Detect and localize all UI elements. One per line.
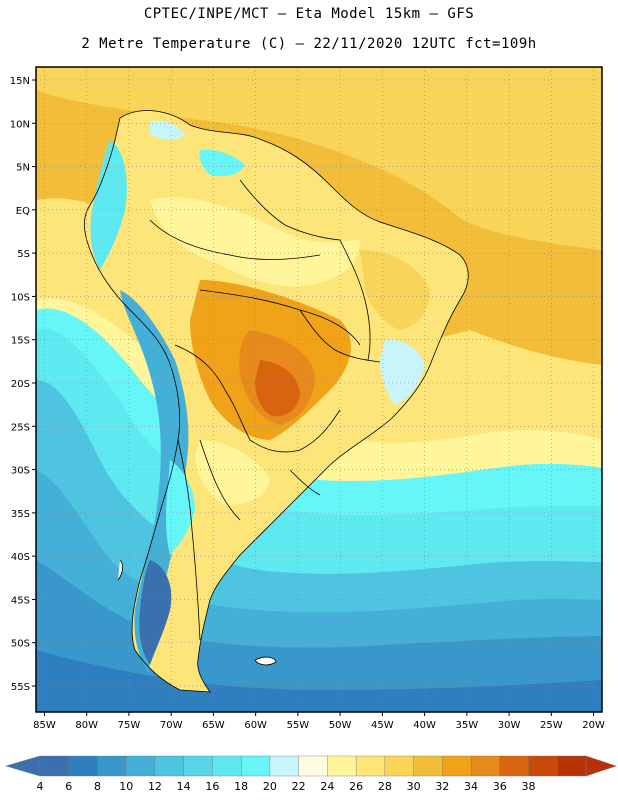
- legend-label: 4: [37, 780, 44, 793]
- legend-swatch: [384, 755, 415, 777]
- legend-arrow-low: [4, 755, 41, 777]
- legend-label: 10: [119, 780, 133, 793]
- legend-swatch: [183, 755, 213, 777]
- latitude-labels: 15N 10N 5N EQ 5S 10S 15S 20S 25S 30S 35S 40S 45S 50S 5…: [10, 76, 36, 693]
- lon-tick-label: 60W: [244, 720, 267, 731]
- legend-label: 38: [522, 780, 536, 793]
- legend-swatch: [557, 755, 587, 777]
- lat-tick-label: 45S: [11, 595, 30, 606]
- lon-tick-label: 30W: [498, 720, 521, 731]
- lat-tick-label: 15N: [10, 76, 30, 87]
- legend-swatch: [470, 755, 501, 777]
- legend-label: 34: [464, 780, 478, 793]
- lon-tick-label: 50W: [329, 720, 352, 731]
- chart-title-line-1: CPTEC/INPE/MCT – Eta Model 15km – GFS: [143, 6, 475, 22]
- longitude-labels: 85W 80W 75W 70W 65W 60W 55W 50W 45W 40W 35W 30W 25W 2…: [33, 712, 605, 731]
- legend-label: 32: [435, 780, 449, 793]
- legend-swatch: [68, 755, 98, 777]
- legend-swatch: [212, 755, 242, 777]
- lat-tick-label: 15S: [11, 336, 30, 347]
- lon-tick-label: 25W: [540, 720, 563, 731]
- lat-tick-label: 10N: [10, 119, 30, 130]
- legend-swatch: [442, 755, 472, 777]
- legend-swatch: [499, 755, 530, 777]
- legend-label: 28: [378, 780, 392, 793]
- islands: [117, 559, 277, 666]
- lon-tick-label: 85W: [33, 720, 56, 731]
- lat-tick-label: 35S: [11, 509, 30, 520]
- lat-tick-label: 40S: [11, 552, 30, 563]
- lat-tick-label: 20S: [11, 379, 30, 390]
- legend-swatch: [240, 755, 271, 777]
- lon-tick-label: 45W: [371, 720, 394, 731]
- lon-tick-label: 35W: [456, 720, 479, 731]
- legend-label: 36: [493, 780, 507, 793]
- lon-tick-label: 55W: [287, 720, 310, 731]
- lon-tick-label: 20W: [582, 720, 605, 731]
- color-legend: 4 6 8 10 12 14 16 18 20 22 24 26 28 30 32 34 36 38: [4, 755, 617, 793]
- legend-label: 30: [407, 780, 421, 793]
- lat-tick-label: 5N: [16, 163, 30, 174]
- legend-label: 24: [320, 780, 334, 793]
- legend-label: 14: [177, 780, 191, 793]
- legend-label: 12: [148, 780, 162, 793]
- legend-swatch: [154, 755, 185, 777]
- legend-swatch: [126, 755, 156, 777]
- legend-label: 26: [349, 780, 363, 793]
- country-borders: [83, 110, 469, 693]
- legend-swatch: [39, 755, 70, 777]
- legend-swatch: [298, 755, 328, 777]
- lon-tick-label: 80W: [75, 720, 98, 731]
- map-frame: [35, 66, 603, 713]
- legend-label: 22: [292, 780, 306, 793]
- legend-label: 6: [65, 780, 72, 793]
- lat-tick-label: 10S: [11, 292, 30, 303]
- lon-tick-label: 75W: [118, 720, 141, 731]
- lat-tick-label: EQ: [16, 206, 30, 217]
- legend-swatch: [327, 755, 357, 777]
- chart-title-line-2: 2 Metre Temperature (C) – 22/11/2020 12U…: [81, 36, 537, 52]
- legend-label: 16: [205, 780, 219, 793]
- lat-tick-label: 25S: [11, 422, 30, 433]
- land-temperature-field: [84, 110, 469, 692]
- lon-tick-label: 65W: [202, 720, 225, 731]
- legend-swatch: [355, 755, 386, 777]
- legend-swatch: [97, 755, 127, 777]
- legend-swatch: [413, 755, 443, 777]
- lon-tick-label: 40W: [413, 720, 436, 731]
- lat-tick-label: 5S: [17, 249, 30, 260]
- legend-label: 20: [263, 780, 277, 793]
- legend-label: 8: [94, 780, 101, 793]
- lon-tick-label: 70W: [160, 720, 183, 731]
- lat-tick-label: 55S: [11, 682, 30, 693]
- legend-arrow-high: [585, 755, 617, 777]
- legend-swatch: [528, 755, 558, 777]
- lat-tick-label: 50S: [11, 639, 30, 650]
- legend-swatch: [269, 755, 300, 777]
- lat-tick-label: 30S: [11, 466, 30, 477]
- legend-label: 18: [234, 780, 248, 793]
